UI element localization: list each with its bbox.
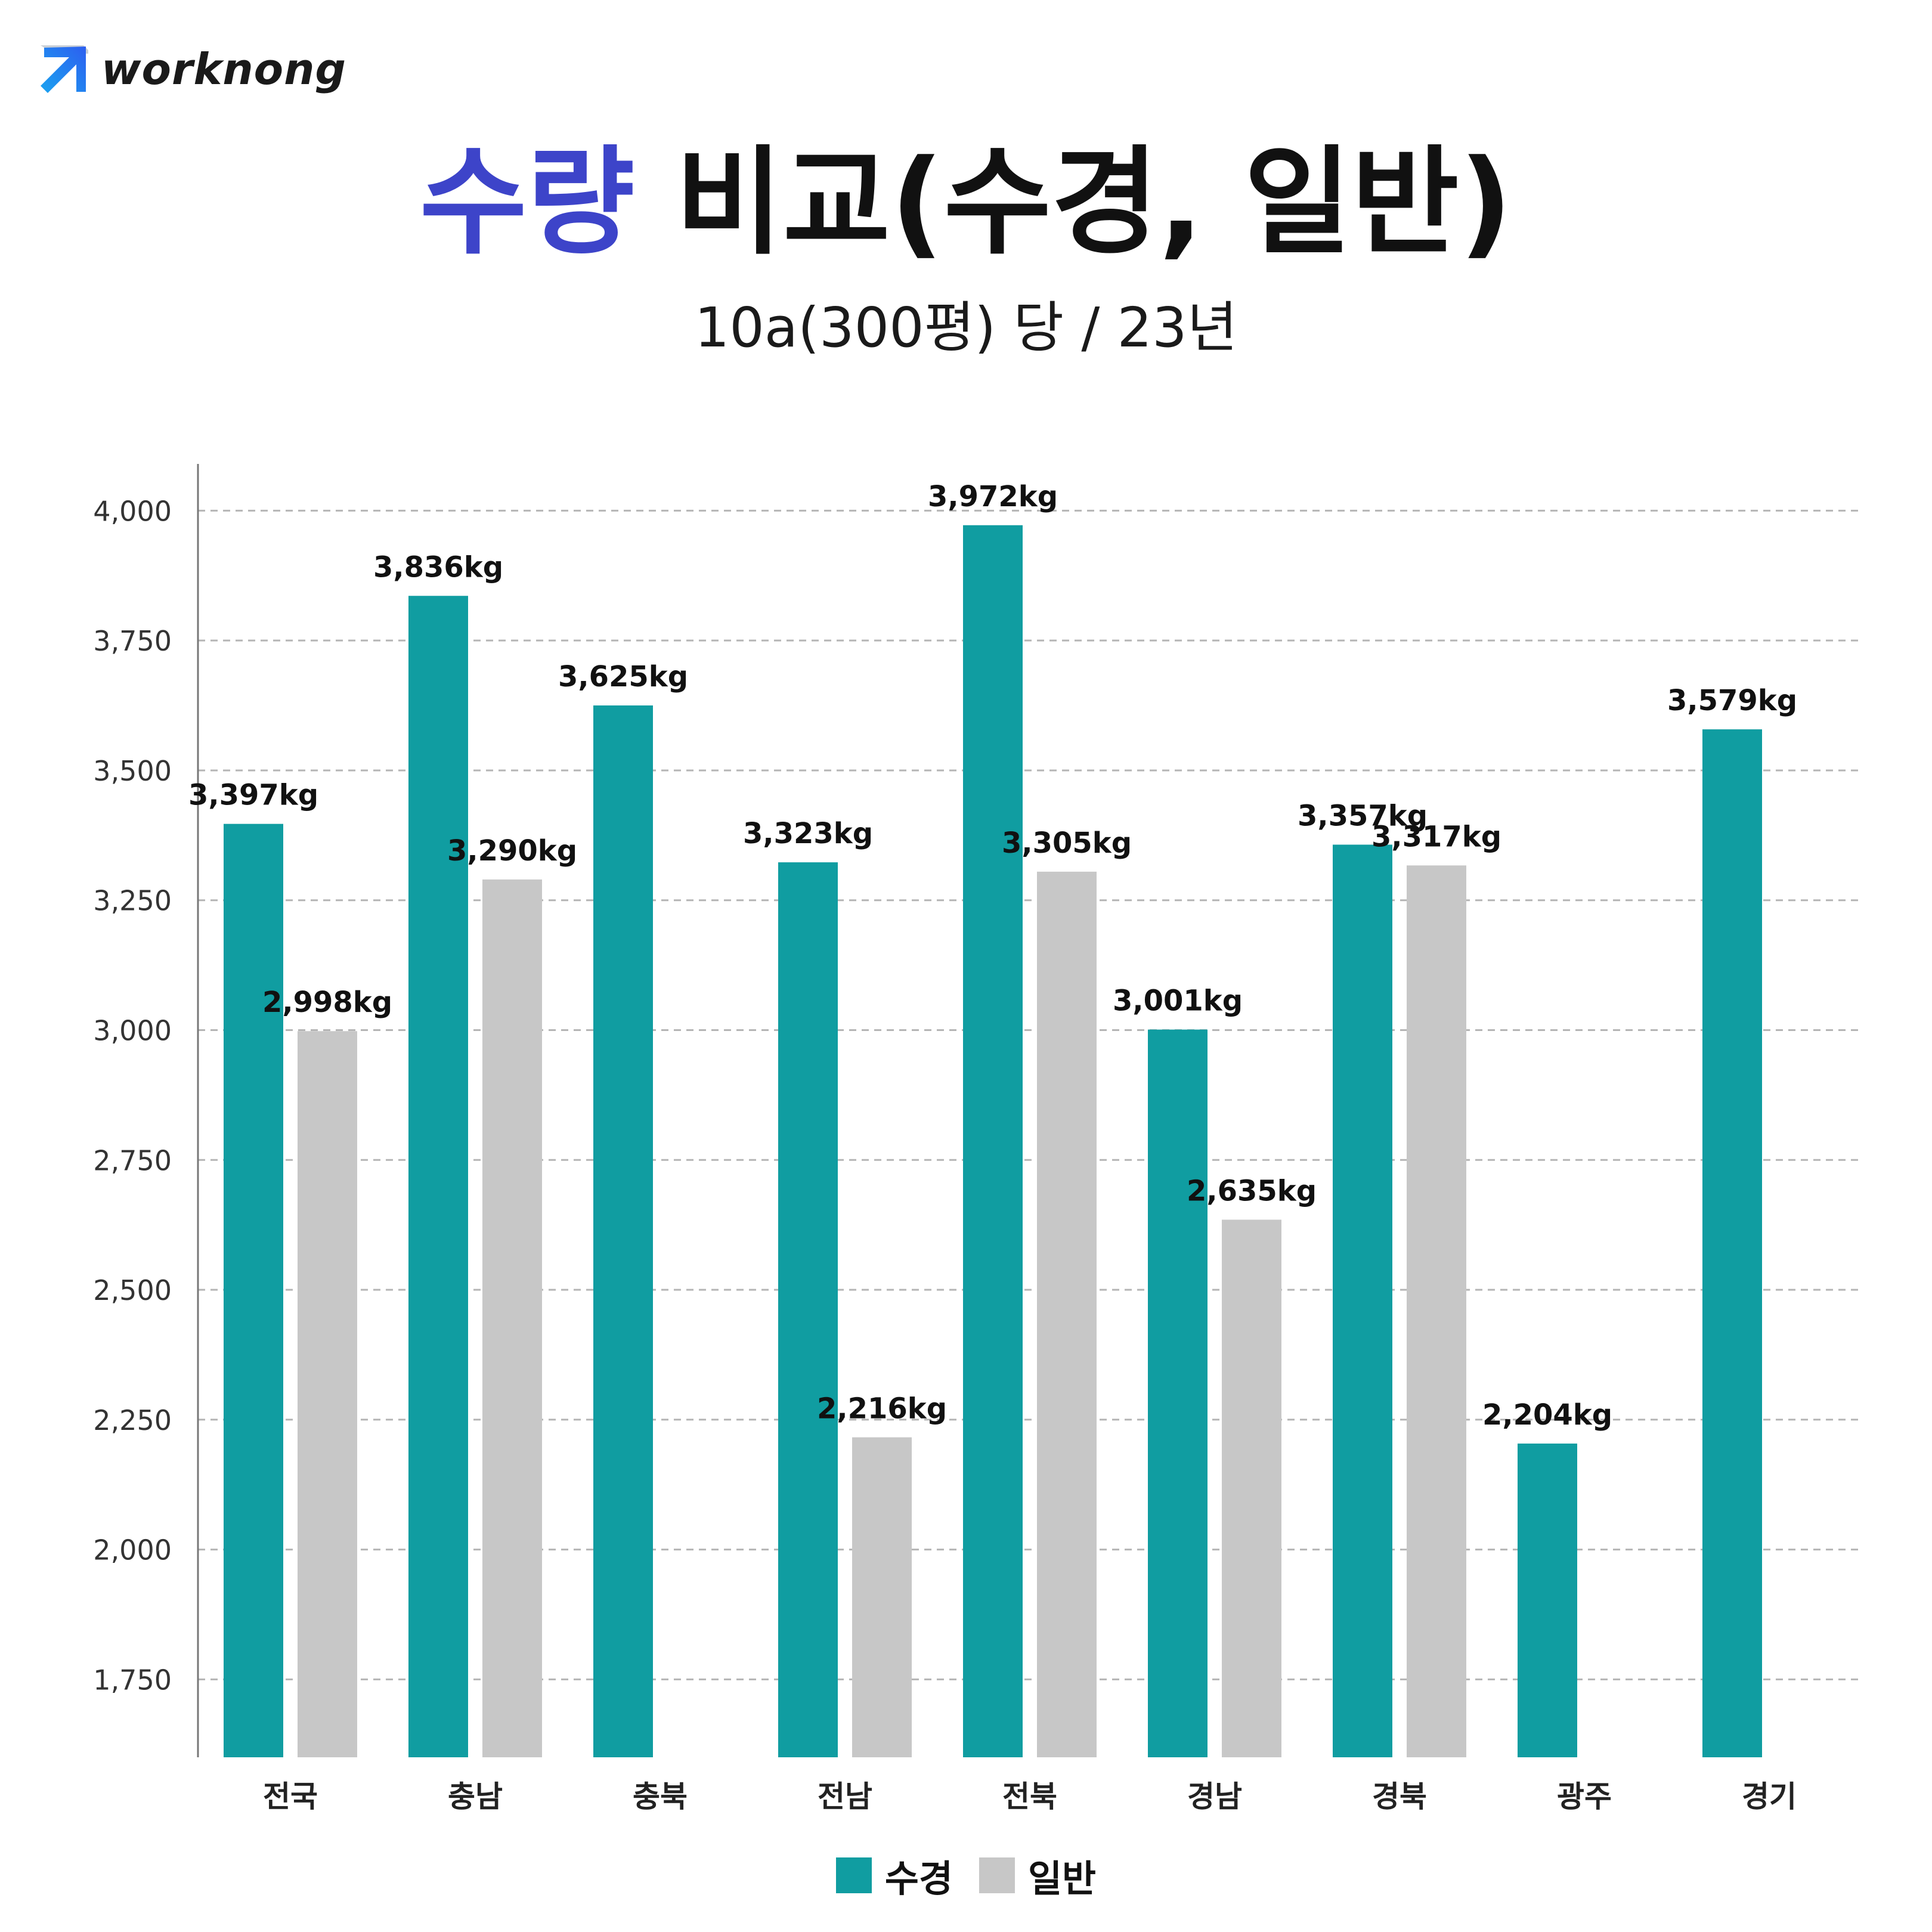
logo-arrow-icon (41, 45, 88, 93)
bar-general (1407, 865, 1466, 1757)
data-label-hydroponic: 3,323kg (743, 817, 873, 850)
x-tick-label: 경기 (1742, 1779, 1797, 1814)
y-tick-label: 2,750 (93, 1144, 172, 1176)
data-label-hydroponic: 2,204kg (1482, 1398, 1612, 1432)
data-label-hydroponic: 3,625kg (558, 660, 688, 693)
data-label-general: 3,290kg (447, 834, 577, 868)
bar-general (298, 1031, 357, 1757)
x-tick-label: 전북 (1002, 1779, 1057, 1814)
title-accent: 수량 (419, 135, 635, 271)
data-label-hydroponic: 3,397kg (188, 779, 318, 812)
y-tick-label: 3,250 (93, 885, 172, 917)
bar-general (1037, 871, 1097, 1757)
data-label-general: 2,216kg (817, 1392, 947, 1425)
title-rest: 비교(수경, 일반) (634, 135, 1513, 271)
bar-hydroponic (963, 525, 1023, 1757)
y-tick-label: 4,000 (93, 495, 172, 527)
data-label-hydroponic: 3,357kg (1298, 800, 1428, 833)
bar-general (482, 879, 542, 1757)
bar-general (852, 1437, 912, 1757)
y-tick-label: 3,000 (93, 1014, 172, 1046)
data-label-general: 2,635kg (1187, 1174, 1317, 1208)
brand-name: worknong (101, 44, 346, 94)
y-tick-label: 2,000 (93, 1534, 172, 1566)
bar-hydroponic (1518, 1443, 1577, 1757)
chart-legend: 수경 일반 (0, 1849, 1932, 1902)
y-tick-label: 2,250 (93, 1404, 172, 1436)
brand-logo: worknong (36, 39, 346, 99)
x-tick-label: 광주 (1557, 1779, 1612, 1814)
y-tick-label: 3,750 (93, 625, 172, 657)
page-title: 수량 비교(수경, 일반) (0, 131, 1932, 274)
bar-hydroponic (1333, 844, 1392, 1757)
bar-hydroponic (1702, 729, 1762, 1757)
data-label-hydroponic: 3,001kg (1113, 984, 1243, 1018)
y-tick-label: 2,500 (93, 1274, 172, 1306)
bar-hydroponic (1148, 1029, 1208, 1757)
bar-hydroponic (224, 823, 283, 1757)
legend-swatch-general (979, 1857, 1015, 1893)
legend-swatch-hydroponic (835, 1857, 872, 1893)
data-label-hydroponic: 3,579kg (1667, 684, 1797, 717)
x-tick-label: 충북 (633, 1779, 688, 1814)
x-tick-label: 충남 (448, 1779, 503, 1814)
y-tick-label: 3,500 (93, 755, 172, 787)
data-label-general: 2,998kg (262, 986, 392, 1019)
data-label-general: 3,305kg (1002, 826, 1132, 860)
legend-label-general: 일반 (1028, 1857, 1097, 1900)
data-label-hydroponic: 3,836kg (373, 550, 503, 584)
data-label-hydroponic: 3,972kg (928, 480, 1058, 513)
page-subtitle: 10a(300평) 당 / 23년 (694, 296, 1238, 360)
x-tick-label: 경북 (1372, 1779, 1427, 1814)
bar-hydroponic (408, 596, 468, 1758)
bar-general (1222, 1219, 1281, 1757)
bar-hydroponic (778, 862, 838, 1757)
bar-hydroponic (593, 705, 653, 1757)
y-tick-label: 1,750 (93, 1664, 172, 1696)
legend-item-general: 일반 (979, 1849, 1096, 1902)
x-tick-label: 전국 (263, 1779, 318, 1814)
x-tick-label: 경남 (1187, 1779, 1242, 1814)
data-label-general: 3,317kg (1371, 820, 1501, 853)
x-tick-label: 전남 (818, 1779, 872, 1814)
legend-label-hydroponic: 수경 (884, 1857, 953, 1900)
legend-item-hydroponic: 수경 (835, 1849, 953, 1902)
